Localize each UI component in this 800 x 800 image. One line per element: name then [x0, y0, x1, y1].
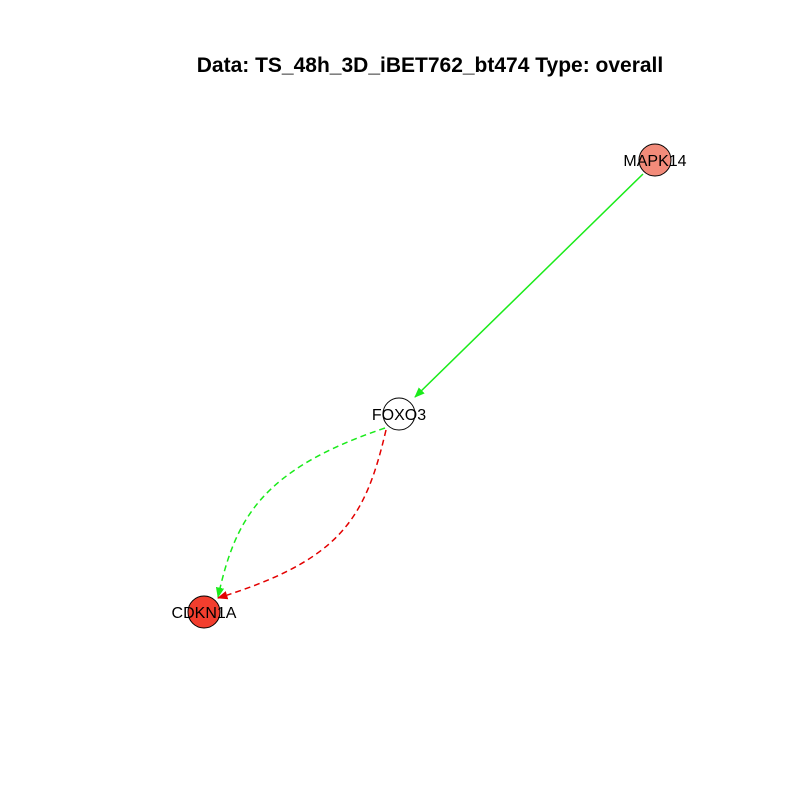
edges	[215, 173, 644, 600]
node-cdkn1a-circle	[187, 595, 221, 629]
diagram-title: Data: TS_48h_3D_iBET762_bt474 Type: over…	[197, 54, 663, 77]
edge-foxo3-to-cdkn1a-green	[215, 427, 386, 599]
node-mapk14: MAPK14	[623, 143, 687, 177]
edge-mapk14-to-foxo3	[414, 173, 644, 398]
node-foxo3: FOXO3	[372, 397, 426, 431]
node-mapk14-circle	[638, 143, 672, 177]
node-mapk14-label: MAPK14	[623, 153, 686, 170]
edge-foxo3-to-cdkn1a-red	[216, 429, 387, 600]
node-foxo3-label: FOXO3	[372, 407, 426, 424]
node-cdkn1a-label: CDKN1A	[172, 605, 237, 622]
node-cdkn1a: CDKN1A	[172, 595, 237, 629]
node-foxo3-circle	[382, 397, 416, 431]
